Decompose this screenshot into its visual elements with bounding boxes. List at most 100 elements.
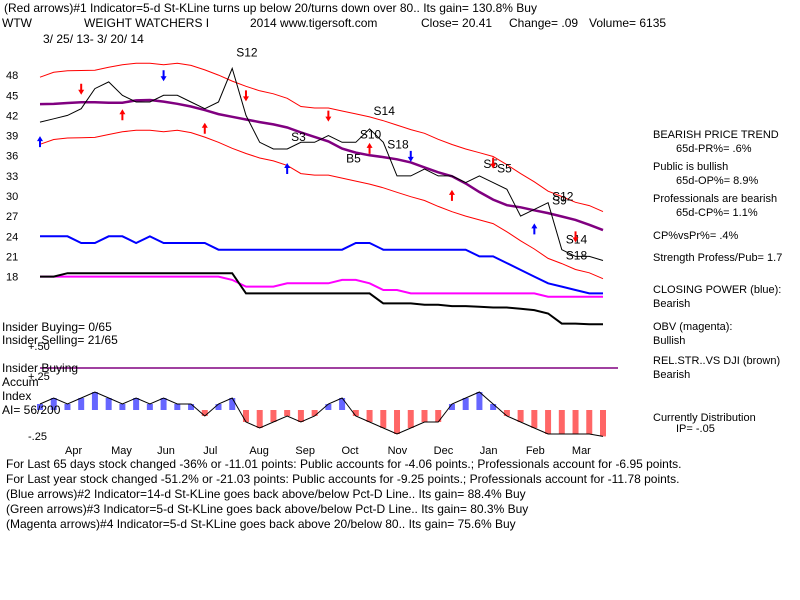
signal-label: S18 <box>566 249 588 263</box>
lower-band-line <box>39 129 604 280</box>
site-label: 2014 www.tigersoft.com <box>250 16 378 30</box>
cp65-value: 65d-CP%= 1.1% <box>676 207 758 219</box>
signal-label: S9 <box>552 194 567 208</box>
sell-arrow-icon <box>242 90 249 102</box>
date-range: 3/ 25/ 13- 3/ 20/ 14 <box>43 32 144 46</box>
op65-value: 65d-OP%= 8.9% <box>676 175 759 187</box>
month-label: Oct <box>342 445 359 457</box>
accum-tick-label: +.50 <box>28 341 50 353</box>
volume-value: Volume= 6135 <box>589 16 667 30</box>
cp-vs-pr: CP%vsPr%= .4% <box>653 230 739 242</box>
company-name: WEIGHT WATCHERS I <box>84 16 210 30</box>
signal-label: B5 <box>346 151 361 165</box>
signal-label: S10 <box>360 127 382 141</box>
month-label: Jan <box>480 445 498 457</box>
footer-line-year: For Last year stock changed -51.2% or -2… <box>6 472 680 486</box>
signal-label: S18 <box>387 137 409 151</box>
month-label: Feb <box>526 445 545 457</box>
relstr-line <box>40 272 603 326</box>
price-line <box>39 66 604 261</box>
month-label: Jun <box>157 445 175 457</box>
accum-tick-label: +.25 <box>28 371 50 383</box>
insider-buying-label: Insider Buying <box>2 361 79 375</box>
closing-power-line <box>40 235 603 295</box>
trend-bands <box>39 62 604 280</box>
buy-arrow-icon <box>37 136 43 148</box>
ai-value: AI= 56/200 <box>2 403 61 417</box>
footer-line-green: (Green arrows)#3 Indicator=5-d St-KLine … <box>6 502 529 516</box>
sell-arrow-icon <box>490 157 497 169</box>
price-tick-label: 39 <box>6 131 18 143</box>
insider-selling-count: Insider Selling= 21/65 <box>2 333 118 347</box>
footer-line-65d: For Last 65 days stock changed -36% or -… <box>6 457 682 471</box>
buy-arrow-icon <box>448 189 455 201</box>
obv-status: Bullish <box>653 335 686 347</box>
upper-band-line <box>39 62 604 213</box>
price-tick-label: 33 <box>6 171 18 183</box>
buy-arrow-icon <box>531 223 538 235</box>
signal-label: S3 <box>291 130 306 144</box>
signal-label: S14 <box>374 104 396 118</box>
moving-average-line <box>39 98 604 232</box>
price-axis: 48 45 42 39 36 33 30 27 24 21 18 <box>6 70 18 283</box>
price-tick-label: 21 <box>6 251 18 263</box>
sell-arrow-icon <box>572 231 579 243</box>
price-tick-label: 45 <box>6 90 18 102</box>
pr65-value: 65d-PR%= .6% <box>676 143 752 155</box>
price-tick-label: 30 <box>6 191 18 203</box>
change-value: Change= .09 <box>509 16 579 30</box>
month-label: Sep <box>295 445 315 457</box>
sell-arrow-icon <box>325 110 332 122</box>
buy-arrow-icon <box>284 163 291 174</box>
price-tick-label: 24 <box>6 231 18 243</box>
sell-arrow-icon <box>160 70 167 82</box>
month-label: May <box>111 445 132 457</box>
close-value: Close= 20.41 <box>421 16 493 30</box>
buy-arrow-icon <box>119 109 126 121</box>
sell-arrow-icon <box>78 83 85 95</box>
indicator1-line: (Red arrows)#1 Indicator=5-d St-KLine tu… <box>4 1 537 15</box>
strength-ratio: Strength Profess/Pub= 1.7 <box>653 252 783 264</box>
month-label: Mar <box>572 445 591 457</box>
closing-power-label: CLOSING POWER (blue): <box>653 284 782 296</box>
relstr-status: Bearish <box>653 369 691 381</box>
index-label: Index <box>2 389 32 403</box>
accumulation-index: +.50 +.25 -.25 <box>28 341 606 443</box>
closing-power-status: Bearish <box>653 298 691 310</box>
accum-label: Accum <box>2 375 39 389</box>
accum-line <box>39 391 604 437</box>
footer-line-blue: (Blue arrows)#2 Indicator=14-d St-KLine … <box>6 487 526 501</box>
price-tick-label: 42 <box>6 110 18 122</box>
price-tick-label: 48 <box>6 70 18 82</box>
sell-arrow-icon <box>407 150 414 162</box>
insider-buying-count: Insider Buying= 0/65 <box>2 320 112 334</box>
price-tick-label: 18 <box>6 272 18 284</box>
ip-value: IP= -.05 <box>676 423 715 435</box>
obv-label: OBV (magenta): <box>653 321 733 333</box>
month-axis: Apr May Jun Jul Aug Sep Oct Nov Dec Jan Feb Mar <box>65 445 591 457</box>
month-label: Dec <box>434 445 454 457</box>
signal-label: S5 <box>497 162 512 176</box>
distribution-label: Currently Distribution <box>653 412 756 424</box>
obv-line <box>40 275 603 298</box>
signal-arrows <box>37 70 579 243</box>
signal-label: S12 <box>236 45 258 59</box>
month-label: Jul <box>203 445 217 457</box>
buy-arrow-icon <box>201 122 208 134</box>
month-label: Nov <box>388 445 408 457</box>
relstr-label: REL.STR..VS DJI (brown) <box>653 355 781 367</box>
public-status: Public is bullish <box>653 161 729 173</box>
price-tick-label: 27 <box>6 211 18 223</box>
ticker-symbol: WTW <box>2 16 32 30</box>
month-label: Apr <box>65 445 82 457</box>
price-tick-label: 36 <box>6 151 18 163</box>
buy-arrow-icon <box>366 142 373 154</box>
trend-title: BEARISH PRICE TREND <box>653 129 779 141</box>
footer-line-magenta: (Magenta arrows)#4 Indicator=5-d St-KLin… <box>6 517 516 531</box>
signal-label: S12 <box>552 190 574 204</box>
month-label: Aug <box>249 445 269 457</box>
indicator-lines <box>39 66 618 369</box>
accum-tick-label: -.25 <box>28 431 47 443</box>
professionals-status: Professionals are bearish <box>653 193 778 205</box>
